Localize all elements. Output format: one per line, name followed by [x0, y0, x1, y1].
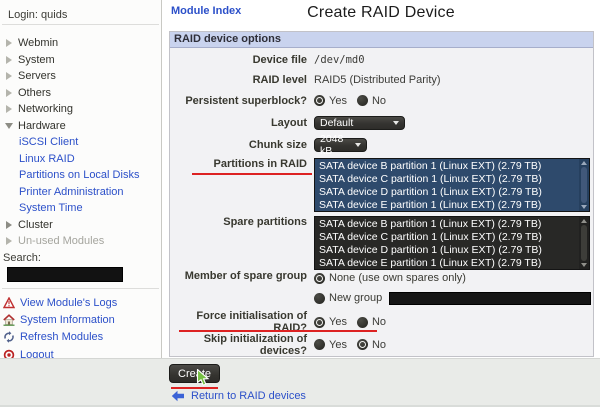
red-underline-partitions [192, 173, 312, 175]
persistent-superblock-yes-radio[interactable] [314, 95, 325, 106]
spare-partitions-listbox[interactable]: SATA device B partition 1 (Linux EXT) (2… [314, 216, 590, 270]
sidebar-item-printer-administration[interactable]: Printer Administration [19, 185, 124, 198]
divider [2, 24, 159, 25]
scroll-down-icon [581, 205, 587, 209]
layout-label: Layout [270, 116, 307, 129]
chevron-right-icon [4, 39, 14, 48]
sidebar-item-others[interactable]: Others [0, 85, 161, 102]
sidebar-item-webmin[interactable]: Webmin [0, 35, 161, 52]
radio-label: Yes [329, 316, 347, 328]
spare-partitions-label: Spare partitions [223, 216, 307, 228]
view-module-logs-link[interactable]: View Module's Logs [2, 295, 161, 312]
search-input[interactable] [7, 266, 123, 282]
raid-level-value: RAID5 (Distributed Parity) [314, 74, 441, 86]
chevron-right-icon [4, 72, 14, 81]
back-arrow-icon [171, 390, 185, 402]
login-status: Login: quids [8, 9, 68, 21]
skip-init-no-radio[interactable] [356, 339, 368, 350]
search-label: Search: [3, 251, 41, 264]
persistent-superblock-no-radio[interactable] [356, 95, 368, 106]
sidebar-item-unused-modules[interactable]: Un-used Modules [0, 233, 161, 250]
scrollbar-thumb [581, 167, 587, 203]
chevron-right-icon [4, 105, 14, 114]
chunk-size-select[interactable]: 2048 kB [314, 133, 367, 157]
member-spare-group-label: Member of spare group [184, 270, 307, 282]
warning-icon [2, 297, 16, 309]
radio-label: Yes [329, 338, 347, 351]
listbox-option[interactable]: SATA device C partition 1 (Linux EXT) (2… [315, 172, 589, 185]
scrollbar[interactable] [579, 159, 589, 211]
mouse-cursor-icon [196, 368, 210, 390]
radio-label: No [371, 94, 387, 107]
logout-link[interactable]: Logout [2, 346, 161, 363]
sidebar-item-iscsi-client[interactable]: iSCSI Client [19, 136, 79, 149]
scroll-down-icon [581, 263, 587, 267]
skip-init-label: Skip initialization of devices? [203, 332, 307, 357]
sidebar-item-partitions-local-disks[interactable]: Partitions on Local Disks [19, 169, 140, 182]
page-title: Create RAID Device [307, 4, 455, 21]
radio-label: New group [329, 292, 383, 304]
scroll-up-icon [581, 219, 587, 223]
listbox-option[interactable]: SATA device E partition 1 (Linux EXT) (2… [315, 198, 589, 211]
listbox-option[interactable]: SATA device E partition 1 (Linux EXT) (2… [315, 256, 589, 269]
home-icon [2, 314, 16, 327]
return-to-raid-devices-link[interactable]: Return to RAID devices [191, 390, 306, 402]
module-index-link[interactable]: Module Index [171, 5, 242, 17]
red-underline-create [171, 387, 218, 389]
sidebar-item-system[interactable]: System [0, 52, 161, 69]
sidebar-item-linux-raid[interactable]: Linux RAID [19, 152, 75, 165]
sidebar-item-system-time[interactable]: System Time [19, 202, 83, 215]
scrollbar[interactable] [579, 217, 589, 269]
raid-level-label: RAID level [252, 74, 307, 86]
force-init-no-radio[interactable] [356, 316, 368, 328]
device-file-label: Device file [252, 54, 307, 66]
refresh-icon [2, 331, 16, 344]
chevron-right-icon [4, 237, 14, 246]
radio-label: Yes [329, 94, 347, 107]
sidebar-item-cluster[interactable]: Cluster [0, 217, 161, 234]
refresh-modules-link[interactable]: Refresh Modules [2, 329, 161, 346]
sidebar-item-networking[interactable]: Networking [0, 101, 161, 118]
system-information-link[interactable]: System Information [2, 312, 161, 329]
scrollbar-thumb [581, 225, 587, 261]
scroll-up-icon [581, 161, 587, 165]
chevron-down-icon [393, 120, 399, 125]
sidebar-item-hardware[interactable]: Hardware [0, 118, 161, 135]
persistent-superblock-label: Persistent superblock? [185, 94, 307, 107]
radio-label: None (use own spares only) [329, 272, 466, 284]
chunk-size-label: Chunk size [248, 139, 307, 151]
listbox-option[interactable]: SATA device B partition 1 (Linux EXT) (2… [315, 159, 589, 172]
device-file-value: /dev/md0 [314, 54, 365, 66]
chevron-right-icon [4, 88, 14, 97]
spare-group-new-radio[interactable] [314, 292, 325, 304]
listbox-option[interactable]: SATA device C partition 1 (Linux EXT) (2… [315, 230, 589, 243]
sidebar-item-servers[interactable]: Servers [0, 68, 161, 85]
chevron-down-icon [4, 122, 14, 129]
raid-options-form: RAID device options Device file /dev/md0… [169, 31, 594, 357]
listbox-option[interactable]: SATA device D partition 1 (Linux EXT) (2… [315, 185, 589, 198]
create-button[interactable]: Create [169, 364, 221, 383]
listbox-option[interactable]: SATA device D partition 1 (Linux EXT) (2… [315, 243, 589, 256]
listbox-option[interactable]: SATA device B partition 1 (Linux EXT) (2… [315, 217, 589, 230]
partitions-in-raid-label: Partitions in RAID [213, 158, 307, 170]
skip-init-yes-radio[interactable] [314, 339, 325, 350]
red-underline-force-init [179, 330, 377, 332]
chevron-right-icon [4, 220, 14, 229]
page-footer-area [0, 358, 600, 407]
radio-label: No [371, 316, 387, 328]
divider [2, 287, 159, 289]
force-init-yes-radio[interactable] [314, 316, 325, 328]
layout-select[interactable]: Default [314, 115, 405, 130]
chevron-down-icon [355, 143, 361, 147]
chevron-right-icon [4, 55, 14, 64]
new-group-input[interactable] [389, 291, 592, 305]
spare-group-none-radio[interactable] [314, 272, 325, 284]
radio-label: No [371, 338, 387, 351]
module-nav: Webmin System Servers Others Networking … [0, 28, 161, 250]
partitions-in-raid-listbox[interactable]: SATA device B partition 1 (Linux EXT) (2… [314, 158, 590, 212]
section-header: RAID device options [170, 32, 593, 48]
sidebar: Login: quids Webmin System Servers Other… [0, 0, 162, 361]
